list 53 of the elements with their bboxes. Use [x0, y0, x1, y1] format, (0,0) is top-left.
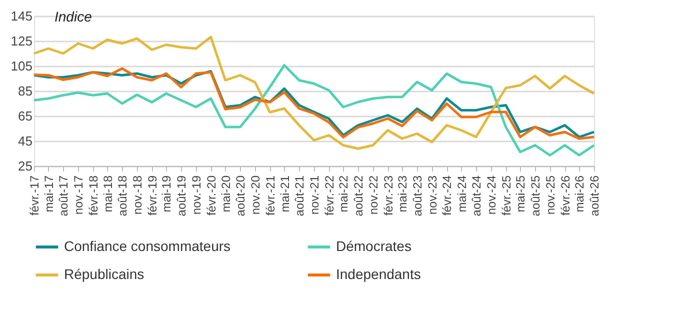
x-tick-label: mai-24 — [454, 175, 469, 212]
x-tick-label: mai-26 — [572, 175, 587, 212]
x-tick-label: nov.-19 — [189, 175, 204, 215]
x-tick-label: nov.-24 — [484, 175, 498, 215]
x-tick-label: août-18 — [116, 175, 130, 216]
x-tick-label: févr.-21 — [263, 175, 278, 216]
x-tick-label: nov.-23 — [425, 175, 440, 215]
y-tick-label: 145 — [10, 8, 32, 24]
x-tick-label: mai-22 — [336, 175, 351, 212]
x-tick-label: févr.-26 — [558, 175, 572, 216]
x-tick-label: nov.-25 — [543, 175, 558, 215]
x-tick-label: févr.-19 — [145, 175, 160, 216]
x-tick-label: nov.-17 — [72, 175, 86, 215]
x-tick-label: août-26 — [588, 175, 602, 216]
y-tick-label: 105 — [10, 58, 32, 74]
y-axis-title: Indice — [54, 8, 92, 24]
legend-label: Confiance consommateurs — [64, 238, 231, 254]
line-series — [32, 36, 596, 150]
y-tick-label: 25 — [18, 158, 32, 174]
x-tick-label: mai-19 — [160, 175, 174, 212]
x-tick-label: août-23 — [410, 175, 425, 216]
x-tick-label: févr.-18 — [86, 175, 100, 216]
x-tick-label: mai-23 — [396, 175, 410, 212]
x-tick-label: août-17 — [56, 175, 71, 216]
x-tick-label: févr.-24 — [440, 175, 454, 216]
legend-label: Républicains — [64, 266, 144, 282]
y-tick-label: 45 — [18, 134, 32, 148]
legend-label: Independants — [336, 266, 421, 282]
x-tick-label: févr.-25 — [499, 175, 514, 216]
x-tick-label: août-25 — [528, 175, 543, 216]
y-tick-label: 85 — [18, 84, 32, 98]
x-tick-label: août-22 — [352, 175, 366, 216]
y-tick-label: 65 — [18, 108, 32, 124]
x-tick-label: nov.-22 — [366, 175, 380, 215]
x-tick-label: févr.-23 — [381, 175, 396, 216]
x-tick-label: mai-18 — [100, 175, 115, 212]
x-tick-label: août-24 — [470, 175, 484, 216]
y-tick-label: 125 — [10, 34, 32, 48]
x-tick-label: mai-20 — [218, 175, 233, 212]
x-tick-label: févr.-22 — [322, 175, 336, 216]
x-tick-label: août-21 — [292, 175, 307, 216]
x-tick-label: mai-21 — [278, 175, 292, 212]
x-tick-label: nov.-18 — [130, 175, 145, 215]
legend-label: Démocrates — [336, 238, 412, 254]
x-tick-label: nov.-21 — [308, 175, 322, 215]
x-tick-label: févr.-20 — [204, 175, 218, 216]
x-tick-label: août-19 — [174, 175, 189, 216]
x-tick-label: nov.-20 — [248, 175, 263, 215]
x-tick-label: mai-17 — [42, 175, 56, 212]
x-tick-label: mai-25 — [514, 175, 528, 212]
line-series — [32, 64, 596, 156]
x-tick-label: août-20 — [234, 175, 248, 216]
x-tick-label: févr.-17 — [28, 175, 42, 216]
